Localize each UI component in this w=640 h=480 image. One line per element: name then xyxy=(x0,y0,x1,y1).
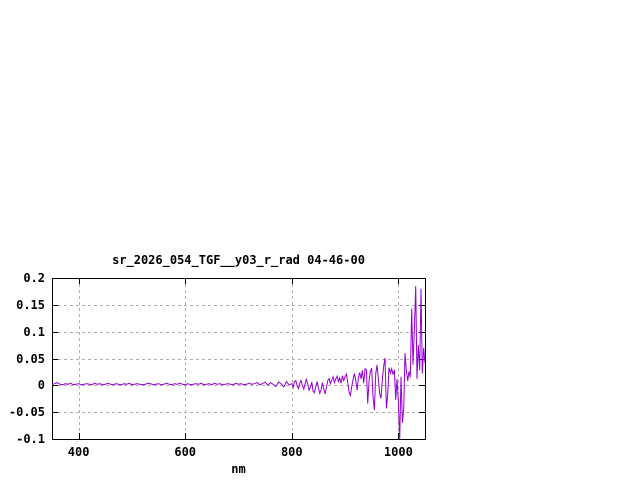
x-tick-label: 1000 xyxy=(383,445,413,459)
grid-lines xyxy=(52,278,425,439)
y-tick-label: 0.1 xyxy=(23,324,45,339)
y-tick-label: 0 xyxy=(37,378,45,393)
x-axis-labels: 400 600 800 1000 xyxy=(0,445,640,459)
y-tick-label: -0.05 xyxy=(8,405,45,420)
x-tick-label: 600 xyxy=(174,445,197,459)
data-line xyxy=(52,286,425,439)
y-tick-label: 0.2 xyxy=(23,271,45,285)
y-axis-labels: 0.2 0.15 0.1 0.05 0 -0.05 -0.1 xyxy=(0,0,45,480)
axis-ticks xyxy=(52,278,425,440)
chart-title: sr_2026_054_TGF__y03_r_rad 04-46-00 xyxy=(112,253,365,267)
y-tick-label: -0.1 xyxy=(16,432,45,446)
y-tick-label: 0.15 xyxy=(16,297,45,312)
x-tick-label: 800 xyxy=(280,445,303,459)
y-tick-label: 0.05 xyxy=(16,351,45,366)
x-tick-label: 400 xyxy=(67,445,90,459)
x-axis-title: nm xyxy=(231,462,246,476)
